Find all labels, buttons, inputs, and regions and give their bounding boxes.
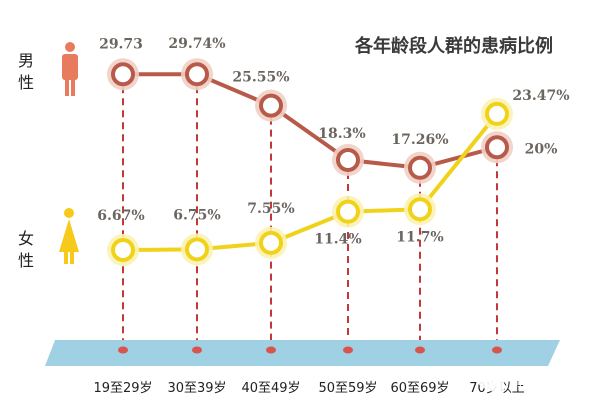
- point-male-3: [332, 144, 364, 176]
- data-label-male-4: 17.26%: [391, 132, 448, 148]
- x-tick-2: 40至49岁: [241, 381, 300, 396]
- base-dot-3: [343, 346, 353, 354]
- data-label-female-1: 6.75%: [173, 207, 220, 223]
- point-male-4: [404, 151, 436, 184]
- x-tick-0: 19至29岁: [93, 381, 152, 396]
- x-tick-3: 50至59岁: [318, 381, 377, 396]
- point-male-5: [481, 131, 513, 164]
- data-label-male-1: 29.74%: [168, 36, 225, 52]
- point-female-4: [404, 193, 436, 226]
- female-label-2: 性: [18, 251, 34, 270]
- female-legend: 女 性: [18, 208, 79, 270]
- point-female-3: [332, 195, 364, 228]
- male-legend: 男 性: [18, 42, 78, 96]
- male-label-1: 男: [18, 51, 34, 70]
- base-platform: [45, 340, 560, 366]
- base-dot-1: [192, 346, 202, 354]
- man-icon: [62, 42, 78, 96]
- data-label-male-5: 20%: [525, 141, 558, 157]
- point-male-0: [107, 58, 139, 91]
- data-label-female-4: 11.7%: [396, 229, 443, 245]
- data-label-female-2: 7.55%: [247, 201, 294, 217]
- point-female-5: [481, 97, 513, 130]
- data-label-male-0: 29.73: [99, 36, 143, 52]
- point-female-0: [107, 234, 139, 266]
- data-label-male-3: 18.3%: [318, 126, 365, 142]
- data-label-female-0: 6.67%: [97, 208, 144, 224]
- watermark-text: 脊柱万岁: [510, 374, 566, 390]
- data-label-female-5: 23.47%: [512, 88, 569, 104]
- point-female-2: [255, 226, 287, 259]
- x-tick-4: 60至69岁: [390, 381, 449, 396]
- woman-icon: [59, 208, 79, 264]
- point-male-1: [181, 58, 213, 91]
- base-dot-0: [118, 346, 128, 354]
- series-line-male: [122, 72, 498, 170]
- base-dot-2: [266, 346, 276, 354]
- point-female-1: [181, 233, 213, 266]
- base-dot-5: [492, 346, 502, 354]
- point-male-2: [255, 89, 287, 122]
- data-label-female-3: 11.4%: [314, 232, 361, 248]
- watermark: 脊柱万岁: [478, 373, 566, 393]
- wechat-icon: [478, 373, 505, 393]
- base-dot-4: [415, 346, 425, 354]
- female-label-1: 女: [18, 229, 34, 248]
- chart-title: 各年龄段人群的患病比例: [354, 35, 553, 57]
- male-label-2: 性: [18, 73, 34, 92]
- data-label-male-2: 25.55%: [232, 70, 289, 86]
- x-tick-1: 30至39岁: [167, 381, 226, 396]
